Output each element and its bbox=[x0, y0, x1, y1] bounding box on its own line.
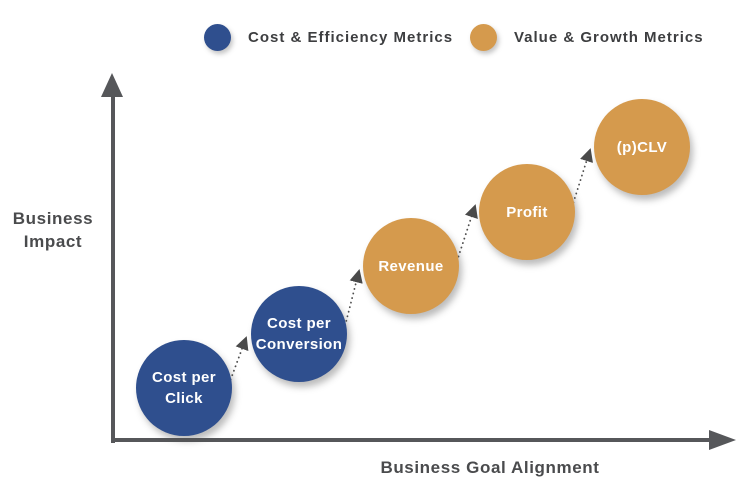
legend-item-cost-efficiency: Cost & Efficiency Metrics bbox=[204, 22, 453, 52]
progression-arrow bbox=[456, 204, 478, 262]
metric-node-cost-per-conversion: Cost per Conversion bbox=[251, 286, 347, 382]
progression-arrow bbox=[343, 269, 363, 331]
legend-swatch-value-growth-icon bbox=[470, 23, 497, 51]
x-axis-arrow-icon bbox=[709, 430, 736, 450]
legend-item-value-growth: Value & Growth Metrics bbox=[470, 22, 704, 52]
legend-swatch-cost-efficiency-icon bbox=[204, 23, 231, 51]
metric-node-profit: Profit bbox=[479, 164, 575, 260]
metric-node-revenue: Revenue bbox=[363, 218, 459, 314]
y-axis-label: Business Impact bbox=[12, 209, 94, 251]
metric-node-cost-per-click: Cost per Click bbox=[136, 340, 232, 436]
x-axis-label: Business Goal Alignment bbox=[380, 458, 600, 477]
metric-node-label: (p)CLV bbox=[616, 138, 668, 156]
metric-node-label: Profit bbox=[506, 203, 548, 221]
metric-node-label: Revenue bbox=[378, 257, 444, 275]
y-axis-arrow-icon bbox=[101, 73, 123, 97]
progression-arrow bbox=[571, 148, 593, 208]
metric-node-label: Cost per Conversion bbox=[255, 315, 343, 353]
metric-node-pclv: (p)CLV bbox=[594, 99, 690, 195]
legend-label-value-growth: Value & Growth Metrics bbox=[514, 28, 704, 46]
metric-node-label: Cost per Click bbox=[151, 369, 217, 407]
connector-arrows bbox=[228, 148, 593, 385]
legend-label-cost-efficiency: Cost & Efficiency Metrics bbox=[248, 28, 454, 46]
